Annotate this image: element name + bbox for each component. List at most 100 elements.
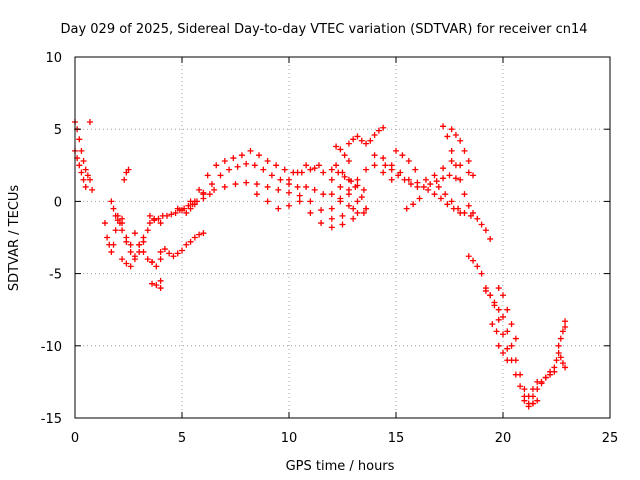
data-point xyxy=(333,143,340,150)
series-track-h xyxy=(119,241,164,270)
data-point xyxy=(360,209,367,216)
data-point xyxy=(555,350,562,357)
data-point xyxy=(294,183,301,190)
y-tick-labels: -15 -10 -5 0 5 10 xyxy=(41,51,62,427)
series-track-aa xyxy=(333,143,352,164)
data-point xyxy=(474,263,481,270)
data-point xyxy=(348,178,355,185)
data-point xyxy=(112,227,119,234)
data-point xyxy=(452,131,459,138)
data-point xyxy=(275,205,282,212)
series-track-ab xyxy=(371,152,472,186)
data-point xyxy=(412,166,419,173)
data-point xyxy=(504,328,511,335)
data-point xyxy=(440,175,447,182)
data-point xyxy=(294,169,301,176)
data-point xyxy=(157,248,164,255)
gridlines xyxy=(75,57,610,418)
data-point xyxy=(191,234,198,241)
data-point xyxy=(482,227,489,234)
data-point xyxy=(315,162,322,169)
series-track-an xyxy=(495,342,511,364)
x-tick-label: 15 xyxy=(388,431,405,446)
data-point xyxy=(345,202,352,209)
data-point xyxy=(363,166,370,173)
series-track-k xyxy=(146,212,164,227)
data-point xyxy=(461,209,468,216)
y-tick-label: 10 xyxy=(45,51,62,66)
data-point xyxy=(221,183,228,190)
data-point xyxy=(512,357,519,364)
data-point xyxy=(211,186,218,193)
data-point xyxy=(328,215,335,222)
series-track-ar xyxy=(525,397,541,410)
data-point xyxy=(452,162,459,169)
data-point xyxy=(478,221,485,228)
data-point xyxy=(170,253,177,260)
data-point xyxy=(191,198,198,205)
data-point xyxy=(151,215,158,222)
series-track-af xyxy=(425,186,464,216)
data-point xyxy=(354,133,361,140)
series-track-ad xyxy=(393,147,419,173)
y-axis-label: SDTVAR / TECUs xyxy=(7,185,22,292)
data-point xyxy=(149,259,156,266)
data-point xyxy=(431,172,438,179)
data-point xyxy=(440,123,447,130)
data-point xyxy=(491,299,498,306)
data-point xyxy=(131,253,138,260)
data-point xyxy=(119,215,126,222)
data-point xyxy=(82,166,89,173)
series-track-y xyxy=(328,166,367,193)
y-tick-label: -10 xyxy=(41,340,62,355)
data-point xyxy=(555,342,562,349)
data-point xyxy=(337,183,344,190)
data-point xyxy=(559,360,566,367)
data-point xyxy=(495,285,502,292)
data-point xyxy=(534,397,541,404)
data-point xyxy=(339,212,346,219)
series-track-n xyxy=(149,259,156,266)
plot-frame xyxy=(74,56,611,419)
data-point xyxy=(179,247,185,254)
data-point xyxy=(341,173,348,180)
data-point xyxy=(354,176,361,183)
data-point xyxy=(553,357,560,364)
data-point xyxy=(382,162,389,169)
data-point xyxy=(489,321,496,328)
data-point xyxy=(251,162,258,169)
data-point xyxy=(345,157,352,164)
data-point xyxy=(478,270,485,277)
data-point xyxy=(121,176,128,183)
data-point xyxy=(149,280,156,287)
y-tick-label: 5 xyxy=(54,123,62,138)
data-point xyxy=(457,137,464,144)
x-tick-label: 10 xyxy=(281,431,298,446)
data-point xyxy=(448,157,455,164)
data-point xyxy=(371,152,378,159)
data-point xyxy=(504,357,511,364)
series-track-ac xyxy=(382,162,459,190)
data-point xyxy=(461,147,468,154)
data-point xyxy=(78,147,85,154)
data-point xyxy=(296,192,303,199)
data-point xyxy=(136,241,143,248)
data-point xyxy=(123,260,130,267)
data-point xyxy=(431,191,438,198)
data-point xyxy=(157,256,164,263)
data-point xyxy=(264,198,271,205)
data-point xyxy=(380,155,387,162)
data-points xyxy=(72,118,569,410)
data-point xyxy=(500,292,506,299)
data-point xyxy=(504,345,511,352)
data-point xyxy=(508,342,515,349)
data-point xyxy=(200,230,207,237)
data-point xyxy=(416,195,423,202)
data-point xyxy=(104,234,111,241)
data-point xyxy=(243,160,250,167)
data-point xyxy=(425,186,432,193)
data-point xyxy=(542,374,549,381)
data-point xyxy=(333,162,340,169)
data-point xyxy=(123,234,130,241)
data-point xyxy=(179,207,185,214)
